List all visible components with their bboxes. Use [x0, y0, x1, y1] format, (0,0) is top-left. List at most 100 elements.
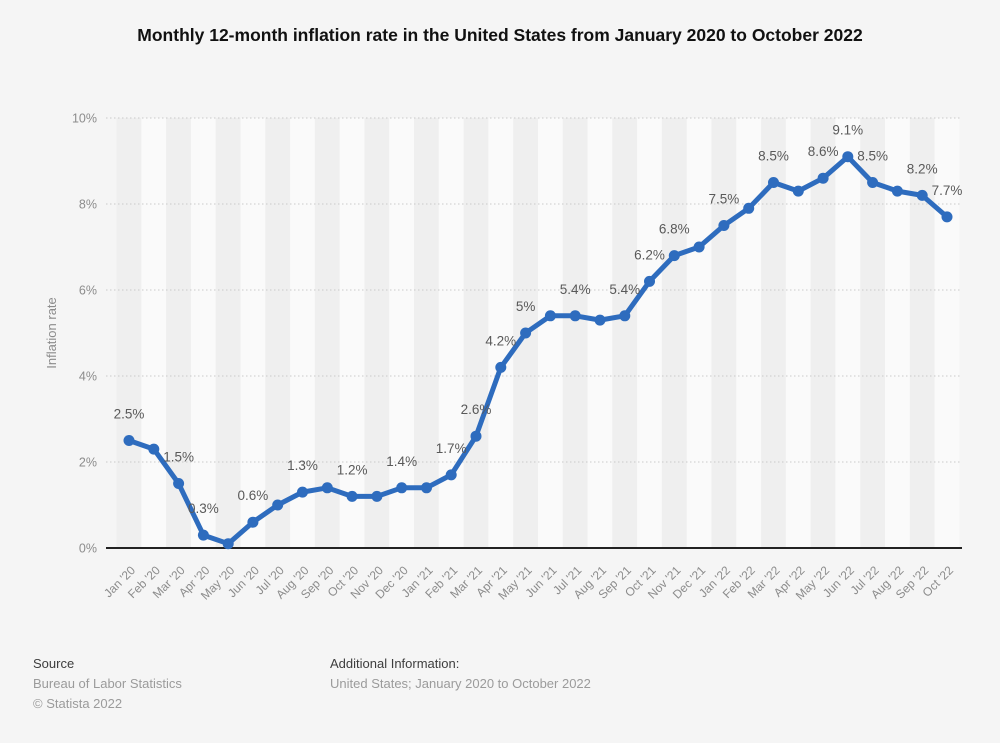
y-axis-title: Inflation rate	[44, 297, 59, 369]
column-band	[885, 118, 910, 548]
source-label: Source	[33, 656, 75, 671]
data-point-label: 8.5%	[758, 149, 789, 164]
data-point[interactable]	[396, 482, 408, 494]
data-point[interactable]	[445, 469, 457, 481]
column-band	[414, 118, 439, 548]
data-point[interactable]	[197, 529, 209, 541]
data-point[interactable]	[644, 275, 655, 287]
data-point-label: 0.6%	[238, 488, 269, 503]
data-point-label: 1.3%	[287, 458, 318, 473]
data-point[interactable]	[544, 310, 556, 322]
column-band	[190, 118, 216, 548]
data-point[interactable]	[743, 202, 755, 214]
data-point-label: 1.4%	[386, 454, 417, 469]
data-point[interactable]	[768, 177, 779, 188]
data-point[interactable]	[569, 310, 581, 322]
data-point-label: 8.6%	[808, 144, 839, 159]
y-axis-tick-label: 10%	[72, 112, 97, 126]
data-point-label: 2.5%	[114, 407, 145, 422]
data-point[interactable]	[792, 185, 804, 197]
column-band	[785, 118, 811, 548]
data-point[interactable]	[619, 310, 631, 322]
y-axis-tick-label: 2%	[79, 456, 97, 470]
data-point[interactable]	[321, 482, 333, 494]
data-point[interactable]	[222, 538, 234, 550]
column-band	[909, 118, 935, 548]
data-point[interactable]	[594, 314, 606, 326]
data-point-label: 7.5%	[709, 192, 740, 207]
data-point-label: 4.2%	[485, 333, 516, 348]
data-point[interactable]	[297, 486, 308, 498]
column-band	[810, 118, 836, 548]
data-point[interactable]	[842, 151, 854, 163]
copyright: © Statista 2022	[33, 696, 123, 711]
column-band	[934, 118, 960, 548]
data-point-label: 7.7%	[932, 183, 963, 198]
column-band	[389, 118, 415, 548]
data-point[interactable]	[520, 327, 532, 339]
data-point-label: 1.2%	[337, 462, 368, 477]
data-point-label: 1.5%	[163, 450, 194, 465]
column-band	[265, 118, 291, 548]
data-point[interactable]	[346, 490, 358, 502]
data-point[interactable]	[916, 189, 928, 201]
data-point[interactable]	[421, 482, 432, 494]
column-band	[215, 118, 241, 548]
column-band	[686, 118, 712, 548]
column-band	[463, 118, 489, 548]
source-value: Bureau of Labor Statistics	[33, 676, 182, 691]
column-band	[290, 118, 315, 548]
column-band	[339, 118, 365, 548]
data-point-label: 8.5%	[857, 149, 888, 164]
data-point-label: 5.4%	[560, 282, 591, 297]
data-point[interactable]	[173, 478, 185, 489]
data-point[interactable]	[272, 499, 284, 511]
data-point[interactable]	[668, 250, 680, 262]
data-point[interactable]	[495, 361, 507, 373]
data-point-label: 2.6%	[461, 402, 492, 417]
data-point[interactable]	[718, 220, 730, 231]
column-band	[314, 118, 340, 548]
column-band	[587, 118, 613, 548]
data-point[interactable]	[867, 177, 879, 188]
y-axis-tick-label: 6%	[79, 284, 97, 298]
column-band	[166, 118, 191, 548]
data-point[interactable]	[371, 490, 383, 502]
data-point-label: 9.1%	[832, 123, 863, 138]
data-point[interactable]	[470, 430, 482, 442]
column-band	[116, 118, 142, 548]
data-point-label: 1.7%	[436, 441, 467, 456]
column-band	[538, 118, 563, 548]
column-band	[661, 118, 687, 548]
page-title-text: Monthly 12-month inflation rate in the U…	[137, 25, 863, 45]
column-band	[141, 118, 167, 548]
data-labels: 2.5% 1.5% 0.3% 0.6% 1.3% 1.2% 1.4% 1.7% 2.6% 4.2%…	[114, 123, 963, 516]
data-point-label: 6.8%	[659, 222, 690, 237]
column-band	[364, 118, 390, 548]
additional-information-value: United States; January 2020 to October 2…	[330, 676, 591, 691]
column-band	[835, 118, 861, 548]
column-band	[637, 118, 662, 548]
column-band	[711, 118, 737, 548]
data-point-label: 8.2%	[907, 161, 938, 176]
data-point[interactable]	[693, 241, 705, 253]
column-band	[612, 118, 638, 548]
data-points	[123, 151, 953, 550]
column-band	[562, 118, 588, 548]
series-line	[126, 154, 950, 547]
data-point[interactable]	[891, 185, 903, 197]
data-point[interactable]	[941, 211, 953, 223]
data-point[interactable]	[123, 435, 135, 446]
column-band	[488, 118, 514, 548]
gridlines	[106, 117, 962, 463]
data-point[interactable]	[148, 443, 160, 455]
y-axis-tick-label: 0%	[79, 542, 97, 556]
y-axis-tick-label: 8%	[79, 198, 97, 212]
data-point[interactable]	[247, 516, 259, 528]
data-point-label: 5%	[516, 299, 536, 314]
data-point[interactable]	[817, 172, 829, 184]
data-point-label: 6.2%	[634, 247, 665, 262]
page-title: Monthly 12-month inflation rate in the U…	[0, 19, 1000, 52]
